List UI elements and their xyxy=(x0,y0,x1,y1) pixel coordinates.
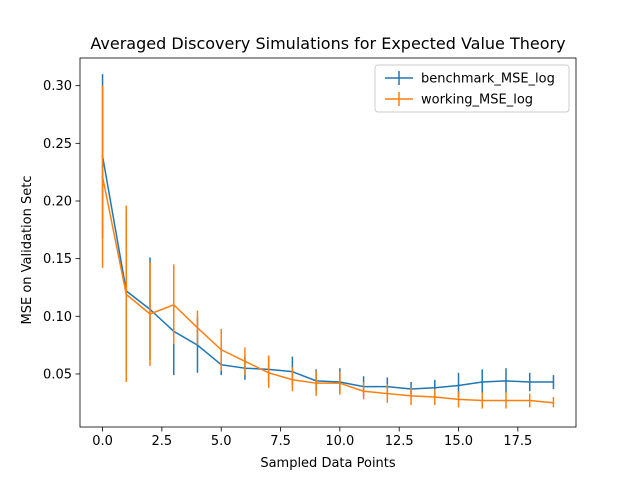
y-tick-label-1: 0.10 xyxy=(43,310,72,325)
x-tick-label-0: 0.0 xyxy=(92,434,113,449)
y-tick-label-5: 0.30 xyxy=(43,79,72,94)
x-tick-label-1: 2.5 xyxy=(152,434,173,449)
x-tick-label-7: 17.5 xyxy=(503,434,532,449)
x-tick-label-5: 12.5 xyxy=(385,434,414,449)
legend-label-working_MSE_log: working_MSE_log xyxy=(421,93,533,108)
plot-area: 0.0 2.5 5.0 7.5 10.0 12.5 15.0 17.5 0.05 0.10 0.15… xyxy=(43,57,577,449)
x-tick-label-6: 15.0 xyxy=(444,434,473,449)
y-tick-label-0: 0.05 xyxy=(43,367,72,382)
x-tick-label-4: 10.0 xyxy=(325,434,354,449)
x-axis-label: Sampled Data Points xyxy=(260,456,396,471)
x-tick-label-2: 5.0 xyxy=(211,434,232,449)
axes-frame xyxy=(79,57,577,428)
y-axis-label: MSE on Validation Setc xyxy=(20,176,35,325)
y-tick-label-4: 0.25 xyxy=(43,137,72,152)
x-tick-label-3: 7.5 xyxy=(270,434,291,449)
series-working_MSE_log xyxy=(101,85,555,409)
y-tick-label-3: 0.20 xyxy=(43,194,72,209)
y-tick-label-2: 0.15 xyxy=(43,252,72,267)
series-line-working_MSE_log xyxy=(101,175,555,404)
legend: benchmark_MSE_log working_MSE_log xyxy=(374,64,570,113)
legend-label-benchmark_MSE_log: benchmark_MSE_log xyxy=(421,72,555,87)
chart-title: Averaged Discovery Simulations for Expec… xyxy=(90,34,565,53)
legend-box xyxy=(374,64,570,113)
series-line-benchmark_MSE_log xyxy=(101,155,555,390)
